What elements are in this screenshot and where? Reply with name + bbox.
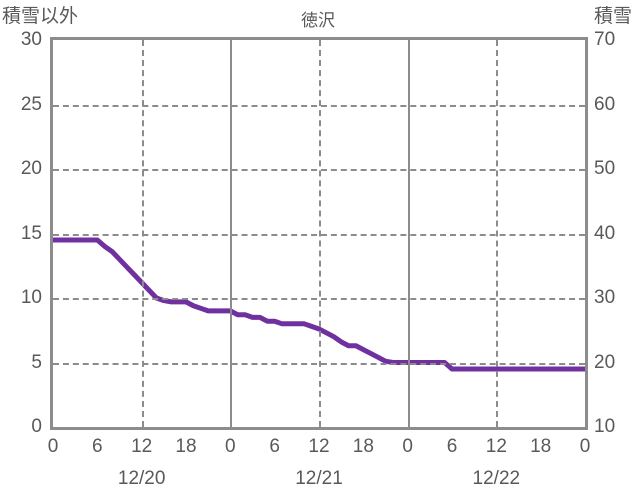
day-label-12-21: 12/21	[295, 468, 343, 489]
gridline-v-12	[141, 40, 144, 427]
x-tick-24: 0	[225, 436, 236, 457]
x-tick-12: 12	[131, 436, 153, 457]
x-tick-60: 12	[485, 436, 507, 457]
plot-inner	[53, 40, 585, 427]
x-tick-48: 0	[402, 436, 413, 457]
x-tick-6: 6	[92, 436, 103, 457]
day-label-12-20: 12/20	[117, 468, 166, 489]
left-tick-0: 0	[31, 416, 42, 437]
left-tick-15: 15	[20, 222, 42, 244]
right-axis-title: 積雪	[593, 6, 632, 27]
left-tick-10: 10	[20, 287, 42, 308]
right-tick-70: 70	[594, 29, 616, 50]
right-tick-60: 60	[594, 93, 616, 115]
x-tick-36: 12	[308, 436, 330, 457]
left-tick-30: 30	[20, 29, 42, 50]
gridline-v-60	[496, 40, 499, 427]
x-tick-42: 18	[352, 436, 374, 457]
x-tick-0: 0	[47, 436, 59, 457]
right-tick-20: 20	[594, 351, 616, 373]
gridline-v-24	[230, 40, 233, 427]
left-tick-25: 25	[20, 93, 42, 115]
plot-area	[50, 37, 588, 430]
gridline-v-48	[407, 40, 410, 427]
right-tick-40: 40	[594, 222, 616, 244]
left-axis-title: 積雪以外	[2, 6, 79, 27]
right-tick-10: 10	[594, 416, 616, 437]
x-tick-54: 6	[446, 436, 458, 457]
gridline-v-36	[319, 40, 321, 427]
x-tick-18: 18	[175, 436, 197, 457]
left-tick-20: 20	[20, 158, 42, 179]
right-tick-50: 50	[594, 158, 616, 179]
right-tick-30: 30	[594, 287, 616, 308]
chart-title: 徳沢	[301, 11, 335, 30]
day-label-12-22: 12/22	[472, 468, 521, 489]
x-tick-72: 0	[579, 436, 591, 457]
x-tick-66: 18	[530, 436, 552, 457]
left-tick-5: 5	[31, 351, 42, 373]
x-tick-30: 6	[269, 436, 280, 457]
